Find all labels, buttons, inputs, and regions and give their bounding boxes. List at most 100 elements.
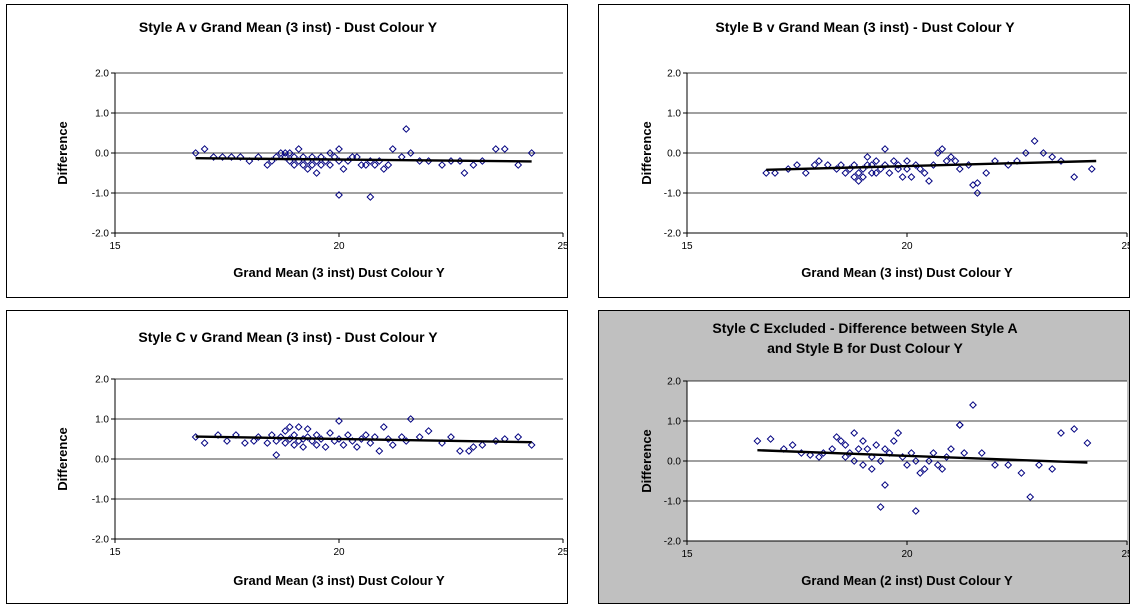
x-axis-title: Grand Mean (3 inst) Dust Colour Y [801, 265, 1013, 280]
y-tick-label: 0.0 [667, 457, 681, 468]
data-point [863, 445, 872, 453]
data-point [859, 437, 867, 445]
y-tick-label: -1.0 [664, 497, 682, 508]
data-point [982, 169, 991, 177]
data-point [1057, 429, 1065, 437]
data-point [308, 161, 317, 169]
data-point [1057, 157, 1065, 165]
data-point [424, 427, 433, 435]
x-tick-label: 15 [681, 549, 693, 560]
data-point [841, 453, 850, 461]
data-point [920, 465, 929, 473]
y-tick-label: -2.0 [664, 229, 682, 240]
data-point [898, 173, 907, 181]
data-point [1017, 469, 1026, 477]
data-point [859, 173, 867, 181]
data-point [1048, 153, 1057, 161]
data-point [254, 433, 263, 441]
data-point [850, 457, 859, 465]
data-point [973, 189, 982, 197]
data-point [236, 153, 245, 161]
chart-panel-style-c-excluded[interactable]: Style C Excluded - Difference between St… [598, 310, 1130, 604]
data-point [894, 161, 903, 169]
y-tick-label: -2.0 [664, 537, 682, 548]
data-point [1083, 439, 1092, 447]
chart-title: and Style B for Dust Colour Y [767, 340, 963, 356]
x-tick-label: 15 [109, 241, 121, 252]
data-point [881, 481, 889, 489]
data-point [303, 165, 312, 173]
data-point [854, 445, 863, 453]
data-point [1070, 425, 1079, 433]
data-point [339, 441, 348, 449]
data-point [1004, 461, 1013, 469]
data-point [308, 437, 317, 445]
data-point [762, 169, 771, 177]
x-tick-label: 20 [901, 549, 913, 560]
data-point [249, 437, 258, 445]
data-point [214, 431, 222, 439]
data-point [312, 169, 321, 177]
data-point [361, 161, 370, 169]
data-point [903, 157, 911, 165]
data-point [366, 193, 375, 201]
data-point [911, 161, 920, 169]
data-point [294, 145, 303, 153]
data-point [272, 451, 281, 459]
y-tick-label: 2.0 [95, 69, 109, 80]
data-point [1048, 465, 1057, 473]
chart-style-a: Style A v Grand Mean (3 inst) - Dust Col… [55, 19, 567, 280]
data-point [929, 161, 938, 169]
data-point [527, 441, 536, 449]
data-point [299, 443, 308, 451]
data-point [854, 169, 863, 177]
data-point [469, 161, 478, 169]
data-point [837, 437, 845, 445]
data-point [872, 169, 881, 177]
data-point [933, 461, 942, 469]
x-axis-title: Grand Mean (3 inst) Dust Colour Y [233, 265, 445, 280]
data-point [907, 173, 916, 181]
y-tick-label: 2.0 [667, 377, 681, 388]
data-point [889, 437, 898, 445]
y-tick-label: -1.0 [92, 495, 110, 506]
data-point [299, 161, 308, 169]
chart-panel-style-a[interactable]: Style A v Grand Mean (3 inst) - Dust Col… [6, 4, 568, 298]
chart-panel-style-c[interactable]: Style C v Grand Mean (3 inst) - Dust Col… [6, 310, 568, 604]
data-point [491, 437, 500, 445]
y-tick-label: 1.0 [95, 109, 109, 120]
data-point [784, 165, 793, 173]
data-point [881, 161, 889, 169]
x-tick-label: 20 [333, 547, 345, 558]
y-tick-label: 1.0 [667, 417, 681, 428]
data-point [321, 443, 330, 451]
data-point [1039, 149, 1048, 157]
data-point [801, 169, 810, 177]
data-point [1087, 165, 1096, 173]
y-tick-label: 1.0 [95, 415, 109, 426]
data-point [1030, 137, 1039, 145]
data-point [379, 423, 388, 431]
data-point [876, 457, 885, 465]
data-point [916, 165, 925, 173]
data-point [867, 465, 876, 473]
chart-panel-style-b[interactable]: Style B v Grand Mean (3 inst) - Dust Col… [598, 4, 1130, 298]
data-point [872, 157, 881, 165]
data-point [218, 153, 227, 161]
data-point [925, 177, 933, 185]
data-point [771, 169, 779, 177]
data-point [460, 169, 469, 177]
data-point [335, 145, 343, 153]
data-point [938, 465, 947, 473]
data-point [872, 441, 881, 449]
y-tick-label: -1.0 [664, 189, 682, 200]
data-point [881, 145, 889, 153]
data-point [925, 457, 933, 465]
data-point [285, 149, 294, 157]
data-point [845, 449, 854, 457]
y-tick-label: 0.0 [667, 149, 681, 160]
data-point [1070, 173, 1079, 181]
y-tick-label: 2.0 [95, 375, 109, 386]
data-point [867, 161, 876, 169]
y-axis-title: Difference [639, 121, 654, 185]
